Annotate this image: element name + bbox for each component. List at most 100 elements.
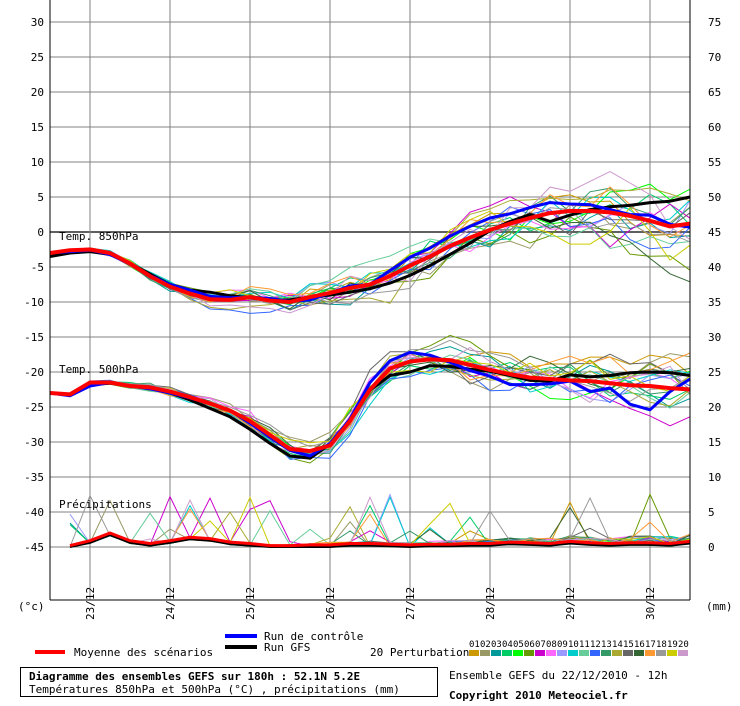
left-tick-label: 5 <box>37 191 44 204</box>
t850-mean-line <box>49 209 691 304</box>
left-tick-label: 20 <box>31 86 44 99</box>
perturbation-id-label: 07 <box>535 640 546 650</box>
left-tick-label: 30 <box>31 16 44 29</box>
footer-subtitle: Températures 850hPa et 500hPa (°C) , pré… <box>29 683 400 696</box>
perturbation-swatch <box>612 650 622 656</box>
perturbation-id-label: 01 <box>469 640 480 650</box>
x-tick-label: 23/12 <box>84 587 97 620</box>
footer-copyright: Copyright 2010 Meteociel.fr <box>449 689 628 702</box>
perturbation-swatch <box>634 650 644 656</box>
perturbation-swatch <box>502 650 512 656</box>
perturbation-swatch <box>656 650 666 656</box>
perturbation-id-label: 18 <box>656 640 667 650</box>
perturbation-id-label: 13 <box>601 640 612 650</box>
t850-perturbation-line <box>49 187 691 304</box>
left-tick-label: 10 <box>31 156 44 169</box>
left-tick-label: 0 <box>37 226 44 239</box>
right-tick-label: 0 <box>708 541 715 554</box>
right-tick-label: 5 <box>708 506 715 519</box>
footer-title: Diagramme des ensembles GEFS sur 180h : … <box>29 670 361 683</box>
perturbation-swatch <box>678 650 688 656</box>
perturbation-id-label: 05 <box>513 640 524 650</box>
perturbation-id-label: 03 <box>491 640 502 650</box>
perturbation-id-label: 16 <box>634 640 645 650</box>
right-tick-label: 15 <box>708 436 721 449</box>
left-tick-label: -5 <box>31 261 44 274</box>
perturbation-swatch <box>546 650 556 656</box>
x-tick-label: 29/12 <box>564 587 577 620</box>
perturbation-id-label: 08 <box>546 640 557 650</box>
left-tick-label: -30 <box>24 436 44 449</box>
perturbation-id-label: 02 <box>480 640 491 650</box>
right-tick-label: 45 <box>708 226 721 239</box>
left-tick-label: -40 <box>24 506 44 519</box>
perturbation-id-label: 09 <box>557 640 568 650</box>
grid <box>50 0 690 600</box>
x-tick-label: 26/12 <box>324 587 337 620</box>
perturbation-swatch <box>513 650 523 656</box>
perturbation-swatch <box>590 650 600 656</box>
perturbation-id-label: 06 <box>524 640 535 650</box>
perturbation-swatch <box>579 650 589 656</box>
perturbation-swatch <box>491 650 501 656</box>
right-tick-label: 25 <box>708 366 721 379</box>
perturbation-id-label: 10 <box>568 640 579 650</box>
right-tick-label: 70 <box>708 51 721 64</box>
perturbation-swatch <box>568 650 578 656</box>
left-tick-label: -20 <box>24 366 44 379</box>
left-tick-label: 15 <box>31 121 44 134</box>
perturbation-swatch <box>535 650 545 656</box>
perturbation-id-label: 19 <box>667 640 678 650</box>
precip-perturbation-line <box>69 496 691 548</box>
x-tick-label: 28/12 <box>484 587 497 620</box>
panel-label-precip: Précipitations <box>59 498 152 511</box>
left-tick-label: -25 <box>24 401 44 414</box>
legend-mean-label: Moyenne des scénarios <box>74 646 213 659</box>
x-tick-label: 27/12 <box>404 587 417 620</box>
footer-ensemble-info: Ensemble GEFS du 22/12/2010 - 12h <box>449 669 668 682</box>
right-axis-unit: (mm) <box>706 600 733 613</box>
t850-perturbation-line <box>49 226 691 304</box>
perturbation-legend: 01 02 03 04 05 06 07 08 09 10 11 12 13 14 15 16 17 18 19 20 <box>469 640 689 656</box>
right-tick-label: 30 <box>708 331 721 344</box>
right-tick-label: 60 <box>708 121 721 134</box>
left-axis-unit: (°c) <box>18 600 45 613</box>
x-tick-label: 25/12 <box>244 587 257 620</box>
right-tick-label: 20 <box>708 401 721 414</box>
perturbation-swatch <box>469 650 479 656</box>
perturbation-swatch <box>480 650 490 656</box>
t500-mean-line <box>49 357 691 454</box>
perturbation-swatch <box>524 650 534 656</box>
right-tick-label: 55 <box>708 156 721 169</box>
right-tick-label: 35 <box>708 296 721 309</box>
perturbation-id-label: 15 <box>623 640 634 650</box>
panel-label-t850: Temp. 850hPa <box>59 230 138 243</box>
left-tick-label: -45 <box>24 541 44 554</box>
right-tick-label: 40 <box>708 261 721 274</box>
right-tick-label: 65 <box>708 86 721 99</box>
left-tick-label: -15 <box>24 331 44 344</box>
perturbation-swatch <box>557 650 567 656</box>
legend-control-label: Run de contrôle <box>264 630 363 643</box>
perturbation-id-label: 04 <box>502 640 513 650</box>
precip-gfs-line <box>69 534 691 548</box>
perturbation-id-label: 14 <box>612 640 623 650</box>
perturbation-swatch <box>667 650 677 656</box>
x-tick-label: 30/12 <box>644 587 657 620</box>
panel-label-t500: Temp. 500hPa <box>59 363 138 376</box>
perturbation-swatch <box>623 650 633 656</box>
legend-gfs-label: Run GFS <box>264 641 310 654</box>
left-tick-label: 25 <box>31 51 44 64</box>
right-tick-label: 50 <box>708 191 721 204</box>
perturbation-id-label: 17 <box>645 640 656 650</box>
perturbation-swatch <box>645 650 655 656</box>
precip-mean-line <box>69 531 691 548</box>
main-lines <box>49 195 691 548</box>
perturbation-id-label: 11 <box>579 640 590 650</box>
footer-title-box: Diagramme des ensembles GEFS sur 180h : … <box>20 667 438 697</box>
plot-background <box>50 0 690 600</box>
footer-right: Ensemble GEFS du 22/12/2010 - 12h Copyri… <box>449 666 739 706</box>
perturbation-id-label: 12 <box>590 640 601 650</box>
